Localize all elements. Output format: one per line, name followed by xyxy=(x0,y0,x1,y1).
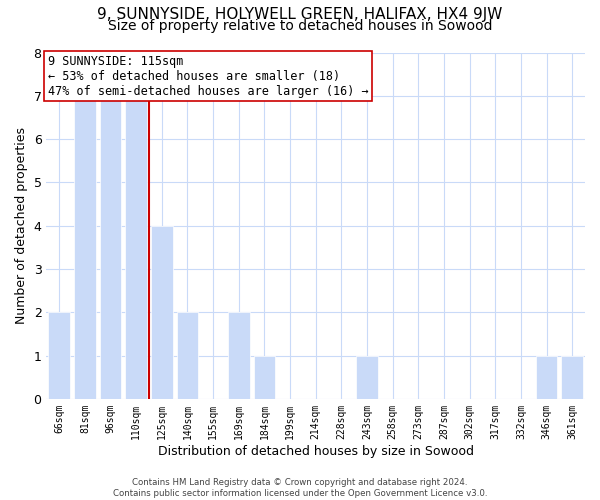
Bar xyxy=(228,312,250,399)
Text: Contains HM Land Registry data © Crown copyright and database right 2024.
Contai: Contains HM Land Registry data © Crown c… xyxy=(113,478,487,498)
X-axis label: Distribution of detached houses by size in Sowood: Distribution of detached houses by size … xyxy=(158,444,474,458)
Bar xyxy=(561,356,583,399)
Text: 9, SUNNYSIDE, HOLYWELL GREEN, HALIFAX, HX4 9JW: 9, SUNNYSIDE, HOLYWELL GREEN, HALIFAX, H… xyxy=(97,8,503,22)
Bar xyxy=(74,96,96,399)
Bar xyxy=(536,356,557,399)
Text: 9 SUNNYSIDE: 115sqm
← 53% of detached houses are smaller (18)
47% of semi-detach: 9 SUNNYSIDE: 115sqm ← 53% of detached ho… xyxy=(47,54,368,98)
Bar xyxy=(100,96,121,399)
Bar xyxy=(356,356,378,399)
Bar xyxy=(49,312,70,399)
Bar xyxy=(125,96,147,399)
Bar xyxy=(151,226,173,399)
Bar xyxy=(254,356,275,399)
Text: Size of property relative to detached houses in Sowood: Size of property relative to detached ho… xyxy=(108,19,492,33)
Bar xyxy=(176,312,199,399)
Y-axis label: Number of detached properties: Number of detached properties xyxy=(15,127,28,324)
